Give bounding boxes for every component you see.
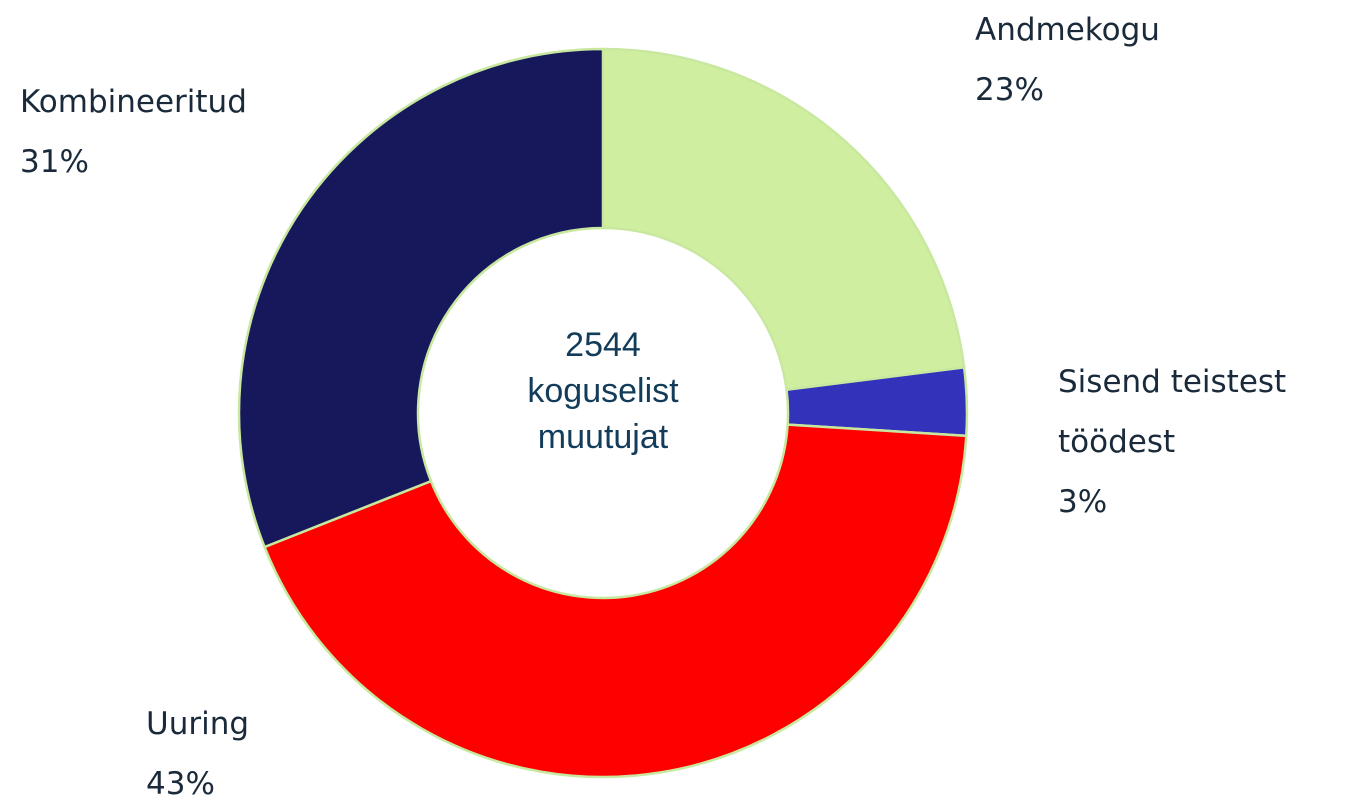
slice-label: Kombineeritud 31% [20, 72, 340, 192]
slice-label: Uuring 43% [146, 694, 446, 810]
value-label: 23% [975, 72, 1044, 108]
category-label: Kombineeritud [20, 84, 247, 120]
value-label: 3% [1058, 484, 1108, 520]
category-label: Sisend teistest töödest [1058, 364, 1287, 460]
center-text: 2544 koguselist muutujat [527, 326, 679, 456]
donut-slice [237, 47, 605, 549]
donut-slice [601, 47, 966, 392]
slice-label: Andmekogu 23% [975, 0, 1275, 120]
category-label: Uuring [146, 706, 250, 742]
donut-slice [262, 423, 968, 779]
value-label: 43% [146, 766, 215, 802]
value-label: 31% [20, 144, 89, 180]
category-label: Andmekogu [975, 12, 1160, 48]
slice-label: Sisend teistest töödest 3% [1058, 352, 1318, 532]
